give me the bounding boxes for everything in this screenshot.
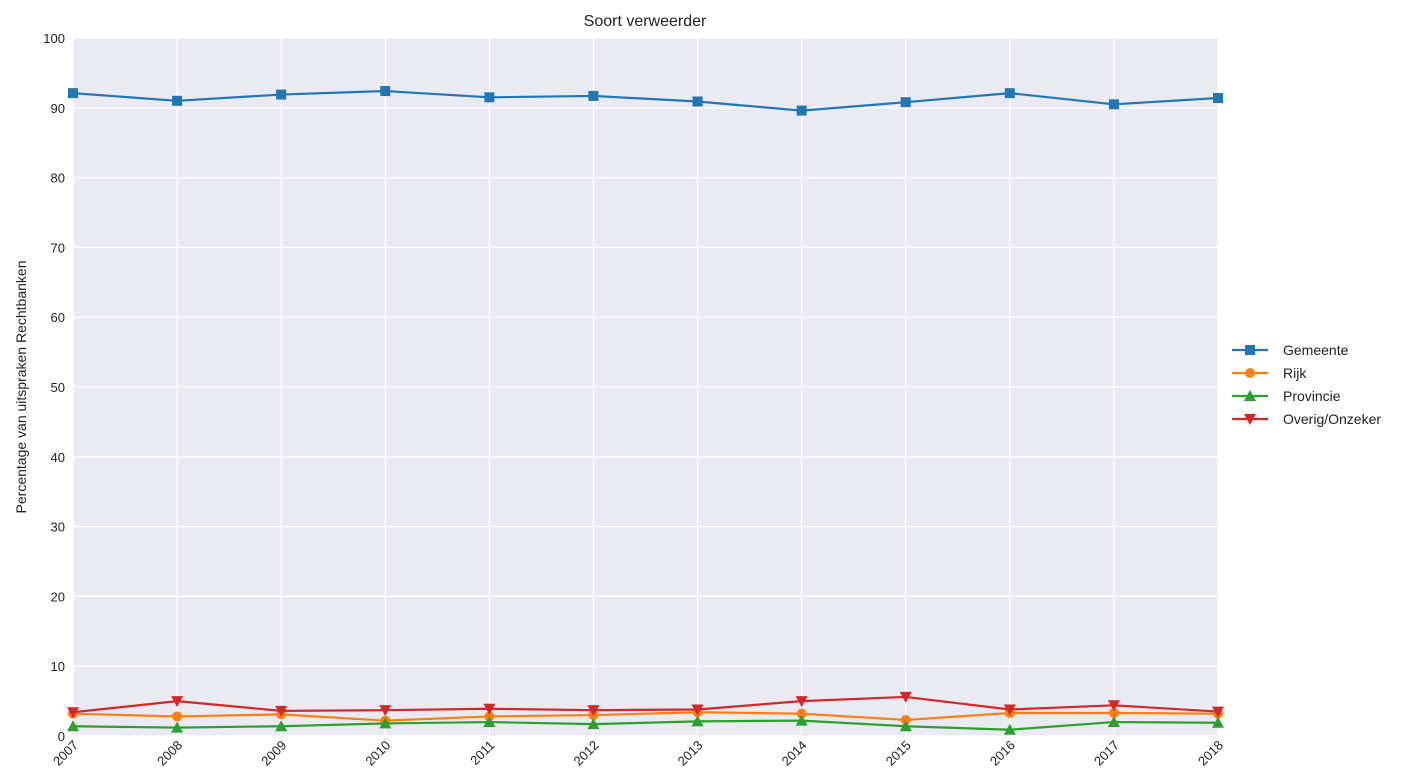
series-layer — [67, 86, 1224, 735]
data-point-overig-onzeker — [899, 691, 912, 703]
data-point-rijk — [172, 711, 183, 722]
x-tick-label: 2015 — [883, 738, 914, 769]
data-point-overig-onzeker — [379, 705, 392, 717]
y-axis-label: Percentage van uitspraken Rechtbanken — [13, 261, 29, 514]
data-point-gemeente — [1004, 88, 1015, 99]
x-tick-label: 2011 — [467, 738, 497, 768]
data-point-overig-onzeker — [67, 707, 79, 719]
data-point-gemeente — [900, 97, 911, 108]
legend-item-overig-onzeker: Overig/Onzeker — [1232, 411, 1381, 427]
data-point-gemeente — [1108, 99, 1119, 110]
y-tick-label: 60 — [51, 310, 65, 325]
data-point-provincie — [483, 716, 496, 728]
data-point-provincie — [1003, 723, 1016, 735]
y-tick-label: 40 — [51, 450, 65, 465]
data-point-gemeente — [484, 92, 495, 103]
y-tick-label: 80 — [51, 171, 65, 186]
y-tick-label: 50 — [51, 380, 65, 395]
x-tick-label: 2013 — [675, 738, 706, 769]
data-point-provincie — [379, 717, 392, 729]
data-point-rijk — [1108, 707, 1119, 718]
legend-item-provincie: Provincie — [1232, 388, 1341, 404]
x-tick-label: 2008 — [154, 738, 185, 769]
series-line-overig-onzeker — [72, 695, 1219, 714]
data-point-provincie — [795, 714, 808, 726]
data-point-provincie — [587, 718, 600, 730]
data-point-gemeente — [692, 96, 703, 107]
legend-label: Overig/Onzeker — [1283, 411, 1381, 427]
data-point-provincie — [275, 720, 288, 732]
data-point-provincie — [1212, 716, 1224, 728]
series-line-gemeente — [72, 89, 1219, 112]
legend-label: Rijk — [1283, 365, 1307, 381]
legend: Gemeente Rijk Provincie Overig/Onzeker — [1232, 342, 1381, 427]
data-point-gemeente — [796, 105, 807, 116]
series-gemeente — [68, 86, 1223, 116]
data-point-gemeente — [172, 95, 183, 106]
data-point-gemeente — [68, 88, 78, 99]
legend-label: Gemeente — [1283, 342, 1349, 358]
legend-item-gemeente: Gemeente — [1232, 342, 1349, 358]
data-point-gemeente — [276, 89, 287, 100]
data-point-gemeente — [1213, 93, 1223, 104]
data-point-provincie — [171, 721, 184, 733]
data-point-gemeente — [380, 86, 391, 97]
y-tick-label: 0 — [58, 729, 65, 744]
data-point-rijk — [900, 714, 911, 725]
data-point-overig-onzeker — [171, 696, 184, 708]
y-tick-label: 70 — [51, 240, 65, 255]
data-point-overig-onzeker — [587, 705, 600, 717]
y-tick-label: 30 — [51, 520, 65, 535]
grid-lines — [72, 37, 1219, 737]
x-tick-label: 2014 — [779, 738, 810, 769]
data-point-overig-onzeker — [795, 696, 808, 708]
x-tick-label: 2009 — [258, 738, 289, 769]
series-line-rijk — [72, 711, 1219, 722]
data-point-provincie — [899, 720, 912, 732]
data-point-overig-onzeker — [1003, 704, 1016, 716]
chart-title: Soort verweerder — [584, 13, 707, 30]
data-point-overig-onzeker — [275, 705, 288, 717]
data-point-rijk — [796, 708, 807, 719]
data-point-overig-onzeker — [483, 703, 496, 715]
data-point-overig-onzeker — [691, 704, 704, 716]
legend-item-rijk: Rijk — [1232, 365, 1307, 381]
y-tick-label: 10 — [51, 659, 65, 674]
series-line-provincie — [72, 719, 1219, 731]
x-tick-label: 2017 — [1091, 738, 1122, 769]
legend-marker — [1244, 390, 1256, 401]
data-point-gemeente — [588, 90, 599, 101]
data-point-provincie — [691, 715, 704, 727]
y-tick-label: 90 — [51, 101, 65, 116]
y-tick-label: 100 — [43, 31, 65, 46]
data-point-overig-onzeker — [1212, 706, 1224, 718]
legend-marker — [1245, 345, 1255, 355]
data-point-provincie — [67, 720, 79, 732]
legend-marker — [1245, 368, 1255, 378]
series-overig-onzeker — [67, 691, 1224, 719]
series-provincie — [67, 714, 1224, 735]
x-tick-label: 2016 — [987, 738, 1018, 769]
data-point-overig-onzeker — [1107, 700, 1120, 712]
x-tick-label: 2012 — [571, 738, 602, 769]
x-tick-label: 2007 — [50, 738, 81, 769]
legend-marker — [1244, 414, 1256, 425]
x-tick-label: 2010 — [362, 738, 393, 769]
legend-label: Provincie — [1283, 388, 1341, 404]
data-point-provincie — [1107, 716, 1120, 728]
x-tick-label: 2018 — [1195, 738, 1226, 769]
y-tick-label: 20 — [51, 589, 65, 604]
